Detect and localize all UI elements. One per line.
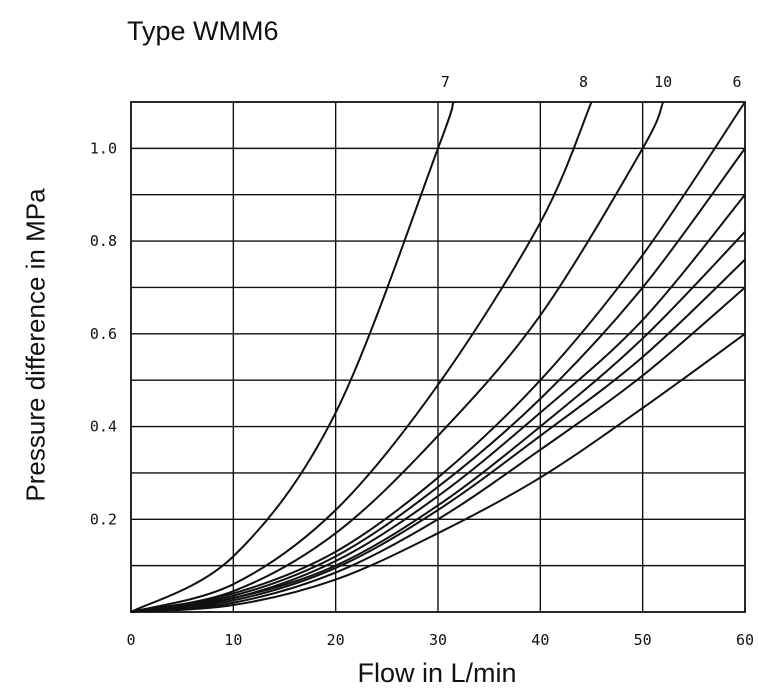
series-line <box>131 258 746 613</box>
y-tick-label: 0.6 <box>90 325 117 343</box>
y-tick-label: 0.8 <box>90 232 117 250</box>
y-tick-label: 0.4 <box>90 418 117 436</box>
series-line <box>131 286 746 613</box>
series-line <box>131 101 665 613</box>
series-line <box>131 231 746 613</box>
x-tick-label: 10 <box>224 631 242 649</box>
x-tick-label: 20 <box>327 631 345 649</box>
series-label: 6 <box>732 73 741 91</box>
series-line <box>131 101 746 613</box>
x-tick-label: 0 <box>126 631 135 649</box>
series-label: 7 <box>441 73 450 91</box>
y-tick-label: 0.2 <box>90 510 117 528</box>
series-label: 8 <box>579 73 588 91</box>
y-tick-label: 1.0 <box>90 139 117 157</box>
x-tick-label: 60 <box>736 631 754 649</box>
series-line <box>131 101 593 613</box>
plot-frame <box>130 101 746 613</box>
series-line <box>131 101 455 613</box>
chart-title: Type WMM6 <box>127 16 279 46</box>
x-axis-label: Flow in L/min <box>357 658 517 688</box>
x-tick-label: 40 <box>531 631 549 649</box>
series-line <box>131 147 746 613</box>
series-label: 10 <box>654 73 672 91</box>
x-tick-label: 30 <box>429 631 447 649</box>
series-line <box>131 333 746 613</box>
x-tick-label: 50 <box>634 631 652 649</box>
